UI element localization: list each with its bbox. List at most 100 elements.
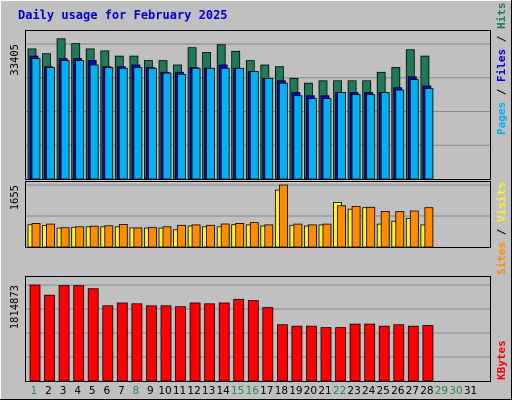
bar-sites-day-23 xyxy=(351,206,361,248)
x-tick-label-day-19: 19 xyxy=(289,385,302,397)
panel-kbytes: 1814873 KBytes xyxy=(9,276,508,382)
chart-title: Daily usage for February 2025 xyxy=(18,8,228,22)
bar-pages-day-26 xyxy=(395,89,405,180)
x-tick-label-day-9: 9 xyxy=(147,385,154,397)
bar-kbytes-day-1 xyxy=(29,284,41,382)
x-tick-label-day-30: 30 xyxy=(449,385,462,397)
x-tick-label-day-23: 23 xyxy=(347,385,360,397)
x-tick-label-day-4: 4 xyxy=(74,385,81,397)
bar-sites-day-18 xyxy=(278,184,288,248)
panel-max-label: 33405 xyxy=(9,44,21,76)
bar-kbytes-day-14 xyxy=(218,302,230,382)
bar-sites-day-16 xyxy=(249,222,259,248)
bar-kbytes-day-13 xyxy=(204,303,216,382)
legend-part-2: Visits xyxy=(495,182,508,222)
legend-part-3: / xyxy=(495,29,508,49)
x-tick-label-day-15: 15 xyxy=(231,385,244,397)
bar-pages-day-28 xyxy=(424,88,434,180)
x-tick-label-day-29: 29 xyxy=(435,385,448,397)
x-tick-label-day-6: 6 xyxy=(103,385,110,397)
bar-pages-day-5 xyxy=(89,64,99,180)
bar-pages-day-4 xyxy=(75,60,85,180)
bar-kbytes-day-25 xyxy=(378,325,390,382)
bar-pages-day-7 xyxy=(118,67,128,180)
bar-sites-day-22 xyxy=(337,205,347,248)
bar-pages-day-19 xyxy=(293,95,303,180)
bar-sites-day-3 xyxy=(60,227,70,248)
bar-sites-day-19 xyxy=(293,223,303,248)
x-tick-label-day-26: 26 xyxy=(391,385,405,397)
bar-kbytes-day-24 xyxy=(364,323,376,382)
bar-pages-day-8 xyxy=(133,67,143,180)
bar-sites-day-4 xyxy=(75,226,85,248)
bar-kbytes-day-21 xyxy=(320,327,332,382)
bar-kbytes-day-27 xyxy=(407,325,419,382)
bar-sites-day-11 xyxy=(177,224,186,248)
bar-pages-day-18 xyxy=(278,82,288,180)
bar-sites-day-12 xyxy=(191,224,201,248)
bar-kbytes-day-3 xyxy=(58,285,70,382)
bar-kbytes-day-18 xyxy=(276,324,288,382)
x-tick-label-day-1: 1 xyxy=(31,385,38,397)
bar-kbytes-day-28 xyxy=(422,325,434,382)
bar-kbytes-day-26 xyxy=(393,324,405,382)
bar-pages-day-9 xyxy=(147,67,157,180)
panel-legend: Sites / Visits xyxy=(495,182,508,275)
bar-pages-day-6 xyxy=(104,67,114,180)
bar-kbytes-day-12 xyxy=(189,302,201,382)
panel-frame xyxy=(25,30,491,180)
bar-kbytes-day-4 xyxy=(73,285,85,382)
x-tick-label-day-2: 2 xyxy=(45,385,52,397)
panel-max-label: 1655 xyxy=(9,185,21,210)
bar-sites-day-6 xyxy=(104,225,114,248)
bar-kbytes-day-6 xyxy=(102,305,114,382)
x-tick-label-day-25: 25 xyxy=(377,385,390,397)
bar-sites-day-14 xyxy=(220,223,230,248)
bar-sites-day-9 xyxy=(147,226,157,248)
bar-pages-day-2 xyxy=(46,67,55,180)
x-axis-day-labels: 1 2 3 4 5 6 7 8 9 10 11 12 13 14 15 16 17 18 19 20 21 22 23 24 2… xyxy=(31,385,478,397)
x-tick-label-day-31: 31 xyxy=(464,385,477,397)
x-tick-label-day-7: 7 xyxy=(118,385,125,397)
bar-kbytes-day-19 xyxy=(291,325,303,382)
bar-pages-day-27 xyxy=(409,79,419,180)
legend-part-0: Pages xyxy=(495,102,508,135)
bar-sites-day-15 xyxy=(235,222,245,248)
panel-frame xyxy=(25,276,491,382)
x-tick-label-day-21: 21 xyxy=(318,385,331,397)
x-tick-label-day-24: 24 xyxy=(362,385,376,397)
x-tick-label-day-14: 14 xyxy=(217,385,231,397)
chart-panels: 33405 Pages / Files / Hits 1655 Sites / Vis… xyxy=(9,3,508,382)
x-tick-label-day-16: 16 xyxy=(246,385,260,397)
x-tick-label-day-11: 11 xyxy=(173,385,186,397)
legend-part-2: Files xyxy=(495,49,508,82)
x-tick-label-day-10: 10 xyxy=(158,385,171,397)
bar-sites-day-27 xyxy=(409,210,419,248)
bar-pages-day-24 xyxy=(366,94,376,180)
bar-kbytes-day-10 xyxy=(160,305,172,382)
bar-sites-day-24 xyxy=(366,206,376,248)
x-tick-label-day-12: 12 xyxy=(187,385,200,397)
x-tick-label-day-18: 18 xyxy=(275,385,288,397)
bar-pages-day-21 xyxy=(322,98,332,180)
bar-kbytes-day-17 xyxy=(262,307,274,382)
panel-legend: Pages / Files / Hits xyxy=(495,3,508,136)
bar-sites-day-8 xyxy=(133,227,143,248)
bar-pages-day-12 xyxy=(191,67,201,180)
bar-kbytes-day-7 xyxy=(116,302,128,382)
bar-pages-day-10 xyxy=(162,72,172,180)
panel-visits-sites: 1655 Sites / Visits xyxy=(9,181,508,275)
bar-sites-day-20 xyxy=(307,224,317,248)
bar-pages-day-3 xyxy=(60,60,70,180)
bar-sites-day-26 xyxy=(395,210,405,248)
bar-sites-day-5 xyxy=(89,225,99,248)
bar-pages-day-1 xyxy=(31,58,41,180)
bar-pages-day-23 xyxy=(351,94,361,180)
bar-sites-day-7 xyxy=(118,224,128,248)
legend-part-4: Hits xyxy=(495,3,508,30)
bar-pages-day-25 xyxy=(380,92,390,180)
x-tick-label-day-28: 28 xyxy=(420,385,433,397)
panel-hits-files-pages: 33405 Pages / Files / Hits xyxy=(9,3,508,180)
bar-kbytes-day-9 xyxy=(145,305,157,382)
